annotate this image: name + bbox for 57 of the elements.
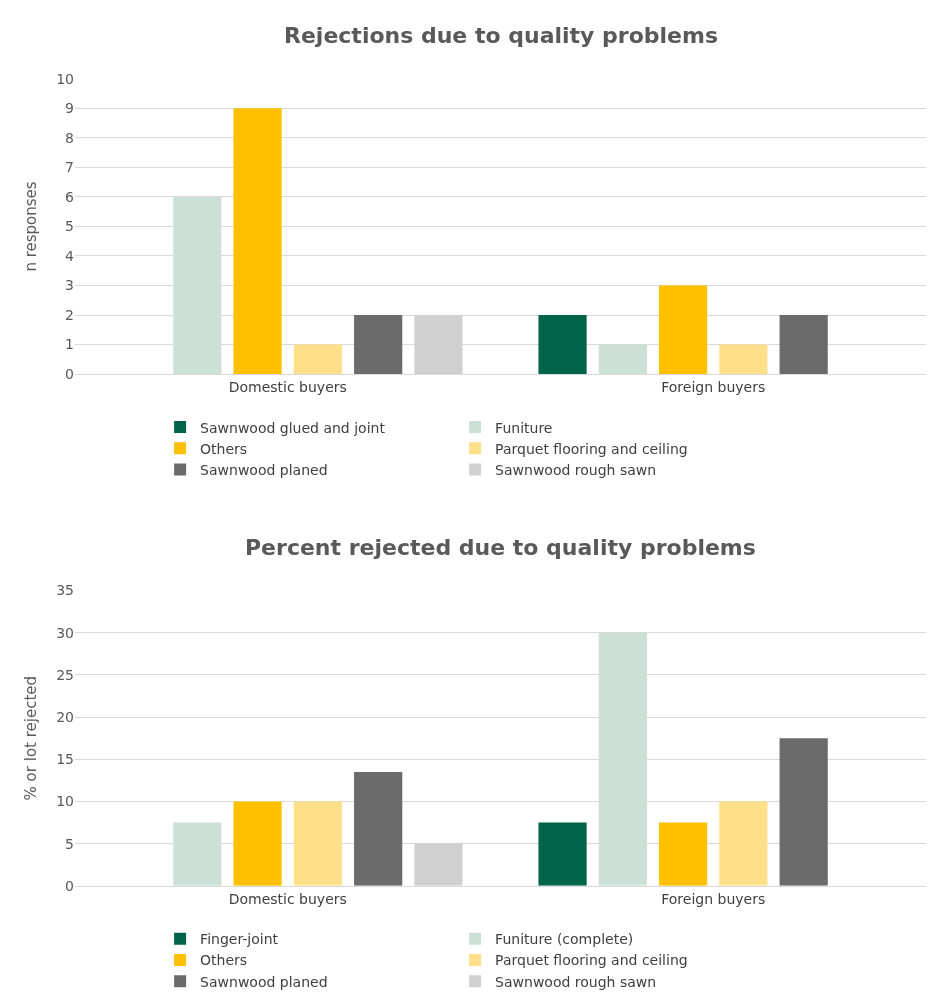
bar xyxy=(598,344,647,375)
y-tick-label: 5 xyxy=(65,218,74,235)
y-axis-title: n responses xyxy=(22,181,41,272)
y-tick-label: 3 xyxy=(65,277,74,294)
y-tick-label: 6 xyxy=(65,188,75,205)
y-tick-label: 9 xyxy=(65,100,74,117)
bar xyxy=(233,801,282,886)
y-tick-label: 20 xyxy=(56,708,74,725)
legend-label: Sawnwood glued and joint xyxy=(200,419,386,436)
bar xyxy=(173,196,222,375)
bar xyxy=(293,801,342,886)
y-tick-label: 0 xyxy=(65,877,74,894)
legend-label: Funiture (complete) xyxy=(495,931,634,948)
legend-label: Sawnwood rough sawn xyxy=(495,973,657,990)
bar xyxy=(719,801,768,886)
y-tick-label: 2 xyxy=(65,306,74,323)
y-tick-label: 10 xyxy=(56,70,74,87)
bar xyxy=(233,108,282,375)
x-tick-label: Foreign buyers xyxy=(661,378,766,395)
y-tick-label: 25 xyxy=(56,666,74,683)
legend-label: Others xyxy=(200,440,248,457)
bar xyxy=(779,315,828,375)
chart-title: Rejections due to quality problems xyxy=(284,23,719,48)
y-tick-label: 4 xyxy=(65,247,75,264)
y-axis-title: % or lot rejected xyxy=(22,675,41,801)
legend-label: Funiture xyxy=(495,419,553,436)
bar xyxy=(354,315,403,375)
legend-label: Finger-joint xyxy=(200,931,279,948)
bar xyxy=(659,822,708,886)
x-tick-label: Domestic buyers xyxy=(228,378,347,395)
y-tick-label: 30 xyxy=(56,624,74,641)
y-tick-label: 35 xyxy=(56,582,74,599)
bar xyxy=(354,771,403,886)
bar xyxy=(293,344,342,375)
bar xyxy=(173,822,222,886)
legend-label: Sawnwood planed xyxy=(200,973,328,990)
x-tick-label: Domestic buyers xyxy=(228,890,347,907)
y-tick-label: 15 xyxy=(56,751,74,768)
legend-label: Sawnwood rough sawn xyxy=(495,461,657,478)
legend-label: Others xyxy=(200,952,248,969)
x-tick-label: Foreign buyers xyxy=(661,890,766,907)
bar xyxy=(719,344,768,375)
y-tick-label: 1 xyxy=(65,336,74,353)
y-tick-label: 8 xyxy=(65,129,74,146)
chart-title: Percent rejected due to quality problems xyxy=(245,535,756,560)
y-tick-label: 7 xyxy=(65,159,74,176)
bar xyxy=(538,315,587,375)
legend-label: Sawnwood planed xyxy=(200,461,328,478)
bar xyxy=(779,738,828,886)
legend-label: Parquet flooring and ceiling xyxy=(495,440,688,457)
legend-label: Parquet flooring and ceiling xyxy=(495,952,688,969)
bar xyxy=(659,285,708,375)
bar xyxy=(598,632,647,886)
y-tick-label: 0 xyxy=(65,365,74,382)
y-tick-label: 10 xyxy=(56,793,74,810)
bar xyxy=(538,822,587,886)
y-tick-label: 5 xyxy=(65,835,74,852)
